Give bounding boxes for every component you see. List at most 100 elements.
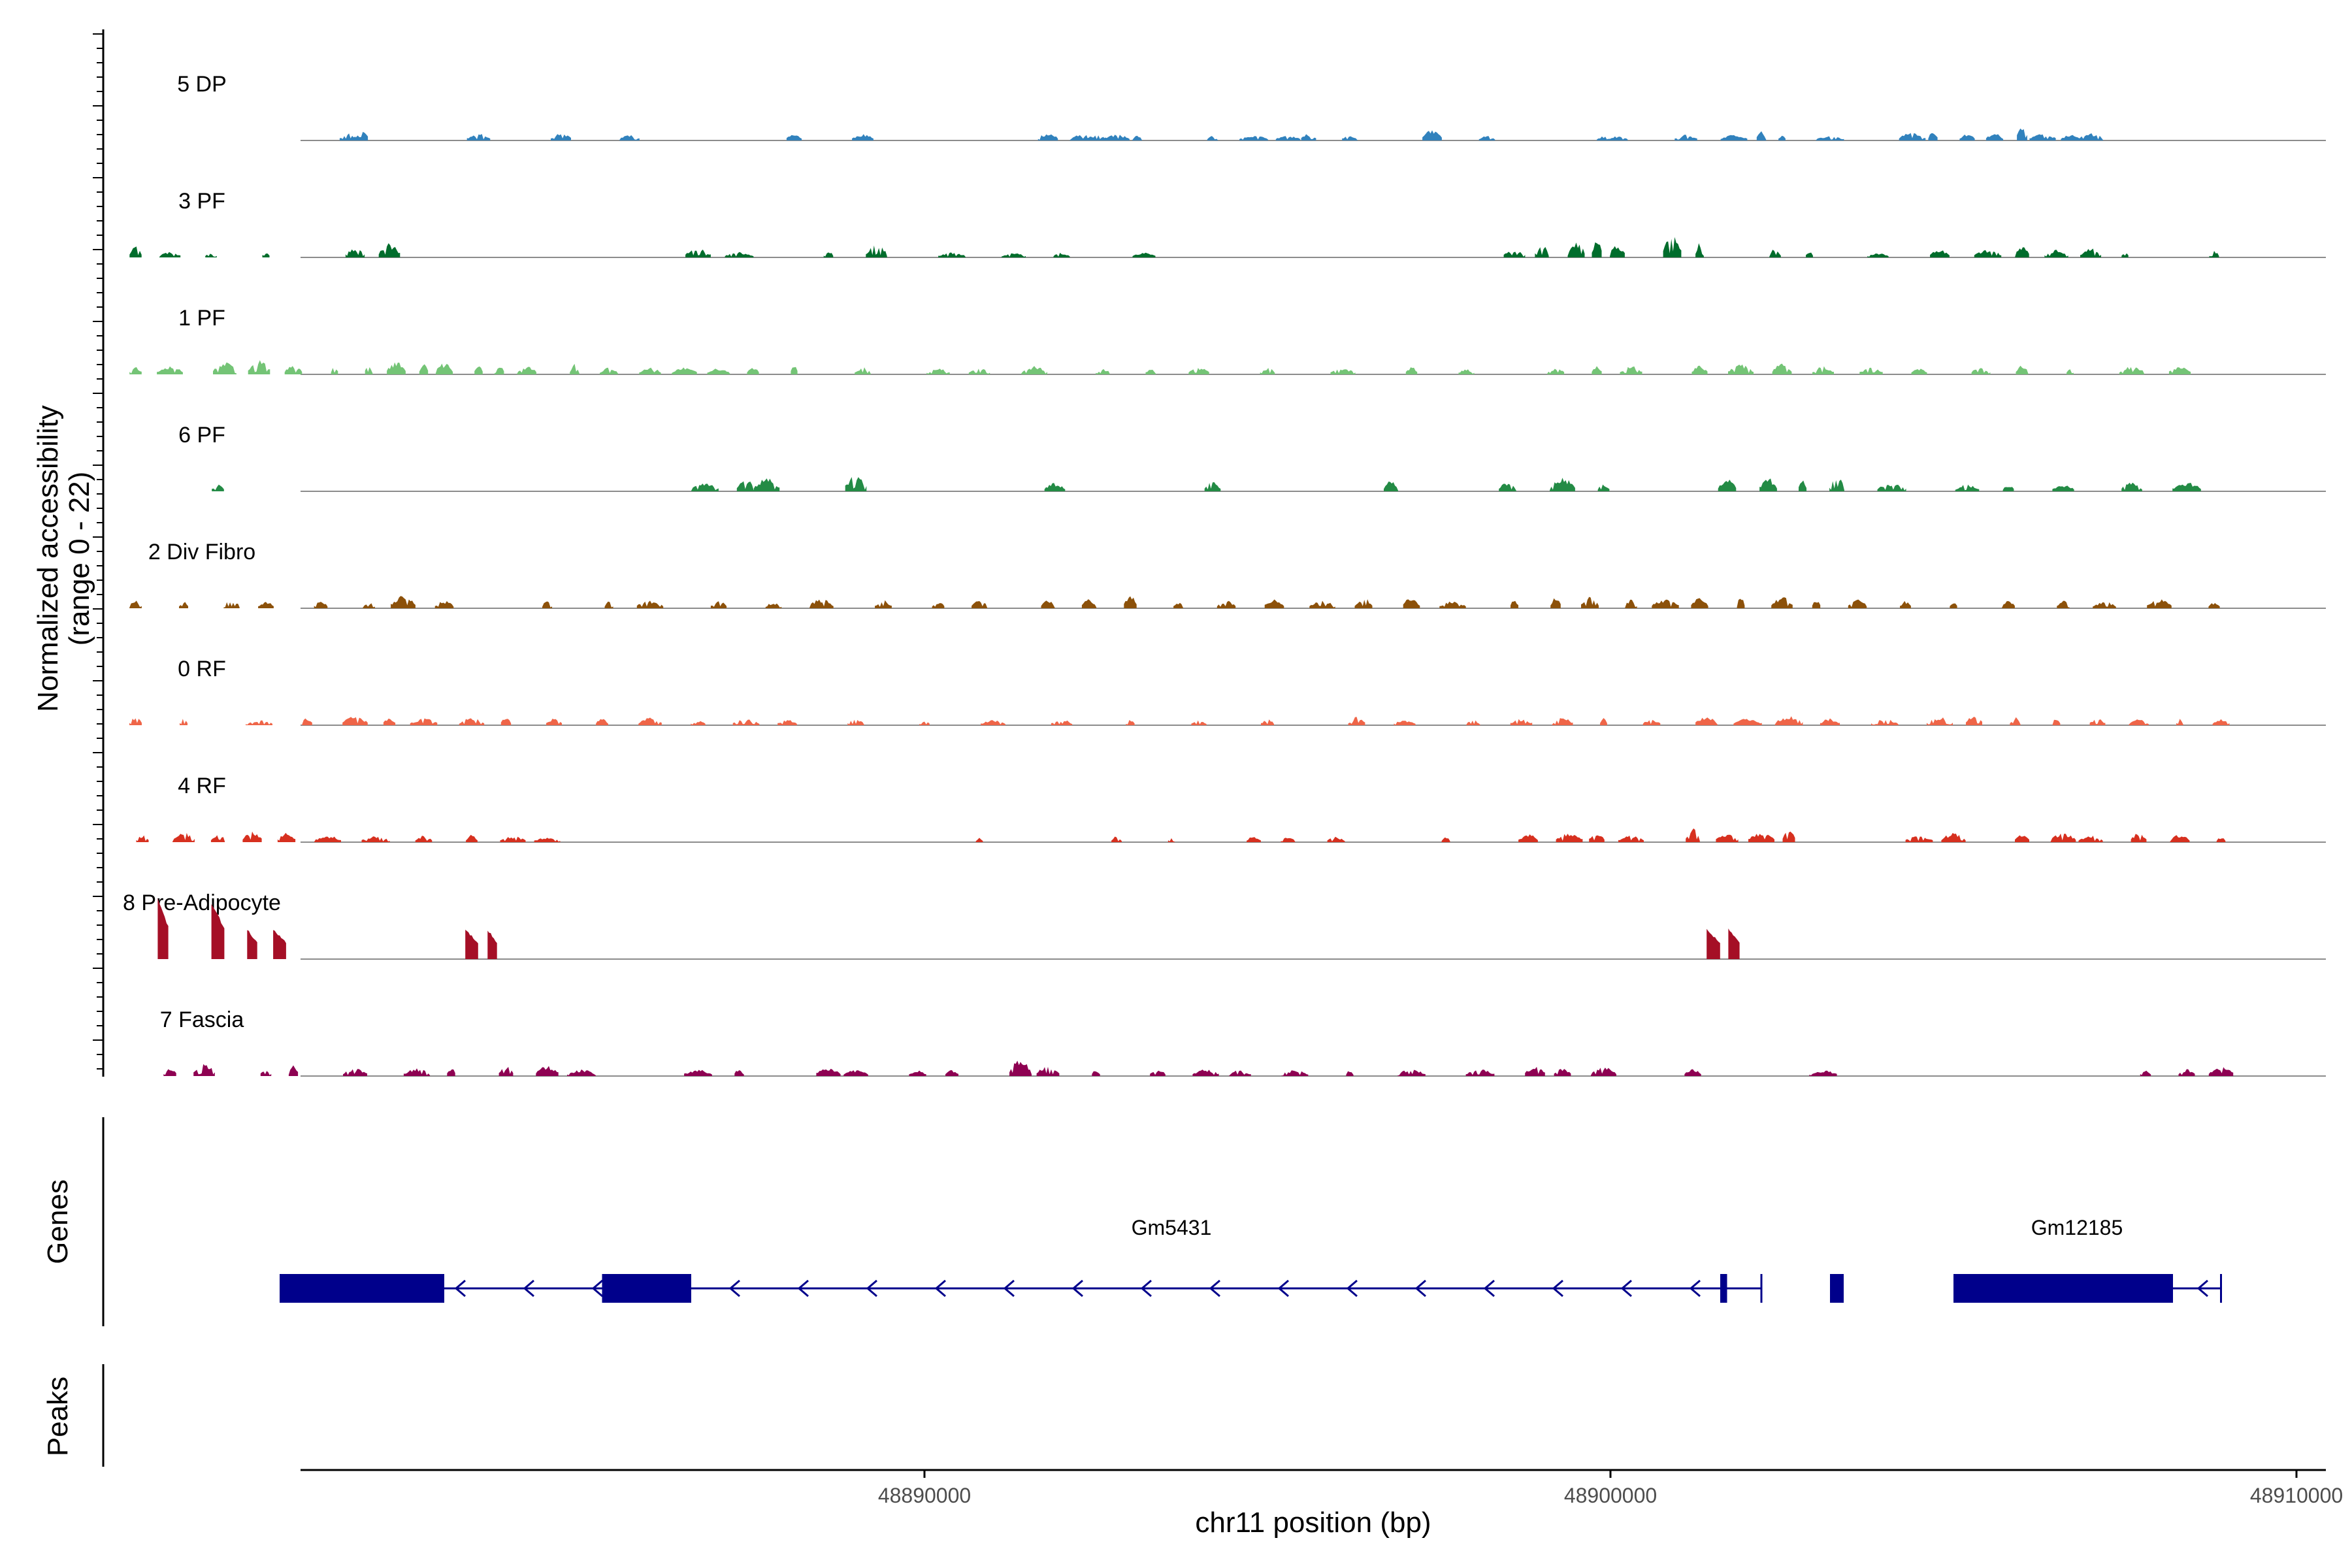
coverage-peak [691,721,706,725]
coverage-peak [1518,834,1538,842]
coverage-peak [909,1070,926,1076]
coverage-peak [1188,368,1209,374]
coverage-peak [2209,251,2219,257]
coverage-peak [2002,601,2015,608]
coverage-peak [1192,1070,1219,1076]
track-label: 8 Pre-Adipocyte [123,890,281,915]
gene-gm5431: Gm5431 [280,1216,1844,1303]
coverage-peak [2208,603,2220,608]
coverage-peak [2052,719,2061,725]
gene-exon [1720,1274,1727,1303]
coverage-peak [1707,928,1720,959]
track-label: 1 PF [178,306,225,331]
coverage-peak [2080,248,2101,257]
coverage-peak [2044,250,2068,257]
coverage-peak [1145,370,1156,374]
gene-label: Gm12185 [2031,1216,2123,1239]
coverage-peak [1684,1069,1701,1076]
coverage-peak [1955,484,1980,491]
coverage-peak [1867,253,1889,257]
coverage-peak [1281,1070,1309,1076]
coverage-peak [2121,253,2129,257]
coverage-peak [1173,602,1183,608]
coverage-tracks: 5 DP 3 PF 1 PF 6 PF 2 Div Fibro 0 RF 4 RF 8 Pre… [123,72,2326,1077]
coverage-peak [1499,483,1516,491]
coverage-peak [1597,484,1610,491]
coverage-peak [1103,135,1130,140]
coverage-peak [1652,599,1679,608]
coverage-peak [1718,480,1737,491]
coverage-peak [765,603,782,608]
coverage-peak [1686,828,1700,842]
coverage-peak [926,368,950,374]
strand-arrow [523,1279,534,1298]
strand-arrow [866,1279,877,1298]
coverage-peak [223,602,240,608]
coverage-peak [211,904,225,959]
coverage-peak [1806,252,1813,257]
coverage-peak [2147,599,2172,608]
coverage-peak [1728,928,1740,959]
coverage-peak [466,834,478,842]
coverage-peak [2089,719,2106,725]
coverage-peak [2119,367,2145,374]
coverage-peak [205,253,217,257]
coverage-peak [1439,601,1466,608]
coverage-peak [1748,834,1774,842]
strand-arrow [1346,1279,1358,1298]
coverage-peak [777,720,797,725]
strand-arrow [1483,1279,1495,1298]
coverage-peak [2057,600,2070,608]
coverage-peak [1618,836,1644,842]
coverage-peak [816,1068,841,1076]
coverage-peak [1607,136,1628,140]
coverage-peak [1782,831,1795,842]
strand-arrow [1689,1279,1701,1298]
y-axis-title-line2: (range 0 - 22) [63,472,95,646]
coverage-peak [1592,242,1602,257]
coverage-peak [2016,365,2029,374]
coverage-peak [1085,135,1107,140]
track-label: 7 Fascia [160,1007,244,1032]
coverage-peak [1610,246,1625,257]
coverage-peak [919,721,930,725]
coverage-peak [1905,836,1933,842]
coverage-peak [288,1065,299,1076]
coverage-peak [1899,133,1926,140]
coverage-peak [1478,136,1495,140]
coverage-peak [1829,480,1844,491]
coverage-peak [2029,134,2056,140]
coverage-peak [1275,136,1301,140]
coverage-peak [157,898,169,959]
coverage-peak [596,719,608,725]
coverage-peak [938,252,966,257]
coverage-peak [1348,717,1365,725]
coverage-peak [1124,596,1137,608]
coverage-peak [2168,367,2191,374]
track-label: 6 PF [178,423,225,448]
coverage-peak [855,367,871,374]
coverage-peak [809,599,834,608]
coverage-peak [600,367,618,374]
coverage-peak [2212,719,2230,725]
coverage-peak [331,368,338,374]
coverage-peak [1737,598,1745,608]
track-label: 3 PF [178,189,225,214]
coverage-peak [732,719,760,725]
coverage-peak [1229,1070,1251,1076]
coverage-peak [314,836,341,842]
coverage-peak [1260,368,1275,374]
coverage-peak [1546,368,1565,374]
coverage-peak [1759,478,1777,491]
coverage-peak [823,252,834,257]
coverage-peak [736,481,756,491]
strand-arrow [728,1279,740,1298]
coverage-peak [1458,369,1475,374]
coverage-peak [435,363,453,374]
coverage-peak [193,1064,215,1076]
coverage-peak [159,252,181,257]
coverage-peak [2208,1067,2234,1076]
strand-arrow [1620,1279,1632,1298]
gene-exon [1953,1274,2173,1303]
coverage-peak [1239,136,1268,140]
